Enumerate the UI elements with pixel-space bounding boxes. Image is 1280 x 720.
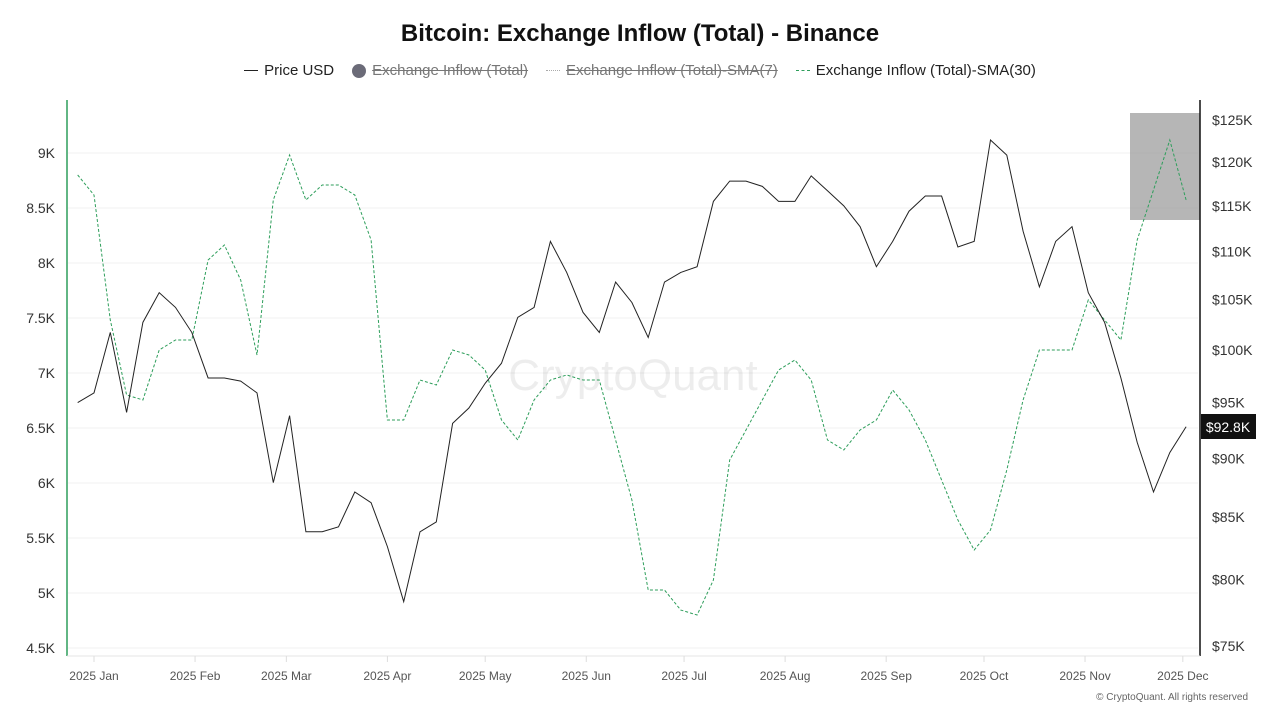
right-tick-label: $75K <box>1212 638 1245 654</box>
legend-item-price[interactable]: Price USD <box>244 62 334 79</box>
highlight-box <box>1130 113 1200 220</box>
right-tick-label: $105K <box>1212 292 1253 308</box>
legend-label: Exchange Inflow (Total)-SMA(30) <box>815 62 1036 79</box>
left-tick-label: 9K <box>38 145 56 161</box>
x-tick-label: 2025 Aug <box>760 669 811 683</box>
legend-item-sma30[interactable]: Exchange Inflow (Total)-SMA(30) <box>795 62 1036 79</box>
solid-line-icon <box>244 70 259 71</box>
left-tick-label: 7.5K <box>26 310 55 326</box>
current-price-label: $92.8K <box>1206 419 1251 435</box>
x-tick-label: 2025 Sep <box>860 669 912 683</box>
legend-item-inflow[interactable]: Exchange Inflow (Total) <box>352 62 528 79</box>
x-tick-label: 2025 Apr <box>363 669 411 683</box>
right-tick-label: $80K <box>1212 572 1245 588</box>
right-tick-label: $100K <box>1212 342 1253 358</box>
left-tick-label: 5.5K <box>26 530 55 546</box>
x-tick-label: 2025 May <box>459 669 512 683</box>
gridlines <box>68 152 1198 649</box>
x-tick-label: 2025 Jul <box>661 669 706 683</box>
circle-icon <box>352 63 367 78</box>
watermark: CryptoQuant <box>508 351 757 400</box>
dashed-line-icon <box>795 70 810 71</box>
left-tick-label: 7K <box>38 365 56 381</box>
left-tick-label: 5K <box>38 585 56 601</box>
right-tick-label: $90K <box>1212 450 1245 466</box>
right-tick-label: $125K <box>1212 112 1253 128</box>
x-tick-label: 2025 Mar <box>261 669 312 683</box>
chart-title: Bitcoin: Exchange Inflow (Total) - Binan… <box>400 20 880 47</box>
x-tick-label: 2025 Oct <box>960 669 1009 683</box>
right-tick-label: $110K <box>1212 244 1252 260</box>
right-tick-label: $85K <box>1212 509 1245 525</box>
x-tick-label: 2025 Jun <box>562 669 611 683</box>
current-price-badge: $92.8K <box>1201 414 1256 439</box>
legend-label: Exchange Inflow (Total)-SMA(7) <box>566 62 778 79</box>
dotted-line-icon <box>546 70 561 71</box>
left-tick-label: 8K <box>38 255 56 271</box>
legend-label: Exchange Inflow (Total) <box>372 62 529 79</box>
copyright-footer: © CryptoQuant. All rights reserved <box>1096 692 1248 703</box>
x-tick-label: 2025 Dec <box>1157 669 1208 683</box>
right-tick-label: $115K <box>1212 198 1252 214</box>
x-tick-label: 2025 Nov <box>1059 669 1110 683</box>
left-tick-label: 4.5K <box>26 640 55 656</box>
right-tick-label: $120K <box>1212 154 1253 170</box>
x-tick-label: 2025 Jan <box>69 669 118 683</box>
left-tick-label: 6.5K <box>26 420 55 436</box>
legend-label: Price USD <box>264 62 335 79</box>
x-tick-label: 2025 Feb <box>170 669 221 683</box>
legend: Price USD Exchange Inflow (Total) Exchan… <box>0 62 1280 79</box>
left-tick-label: 6K <box>38 475 56 491</box>
left-tick-label: 8.5K <box>26 200 55 216</box>
legend-item-sma7[interactable]: Exchange Inflow (Total)-SMA(7) <box>546 62 778 79</box>
right-tick-label: $95K <box>1212 395 1245 411</box>
